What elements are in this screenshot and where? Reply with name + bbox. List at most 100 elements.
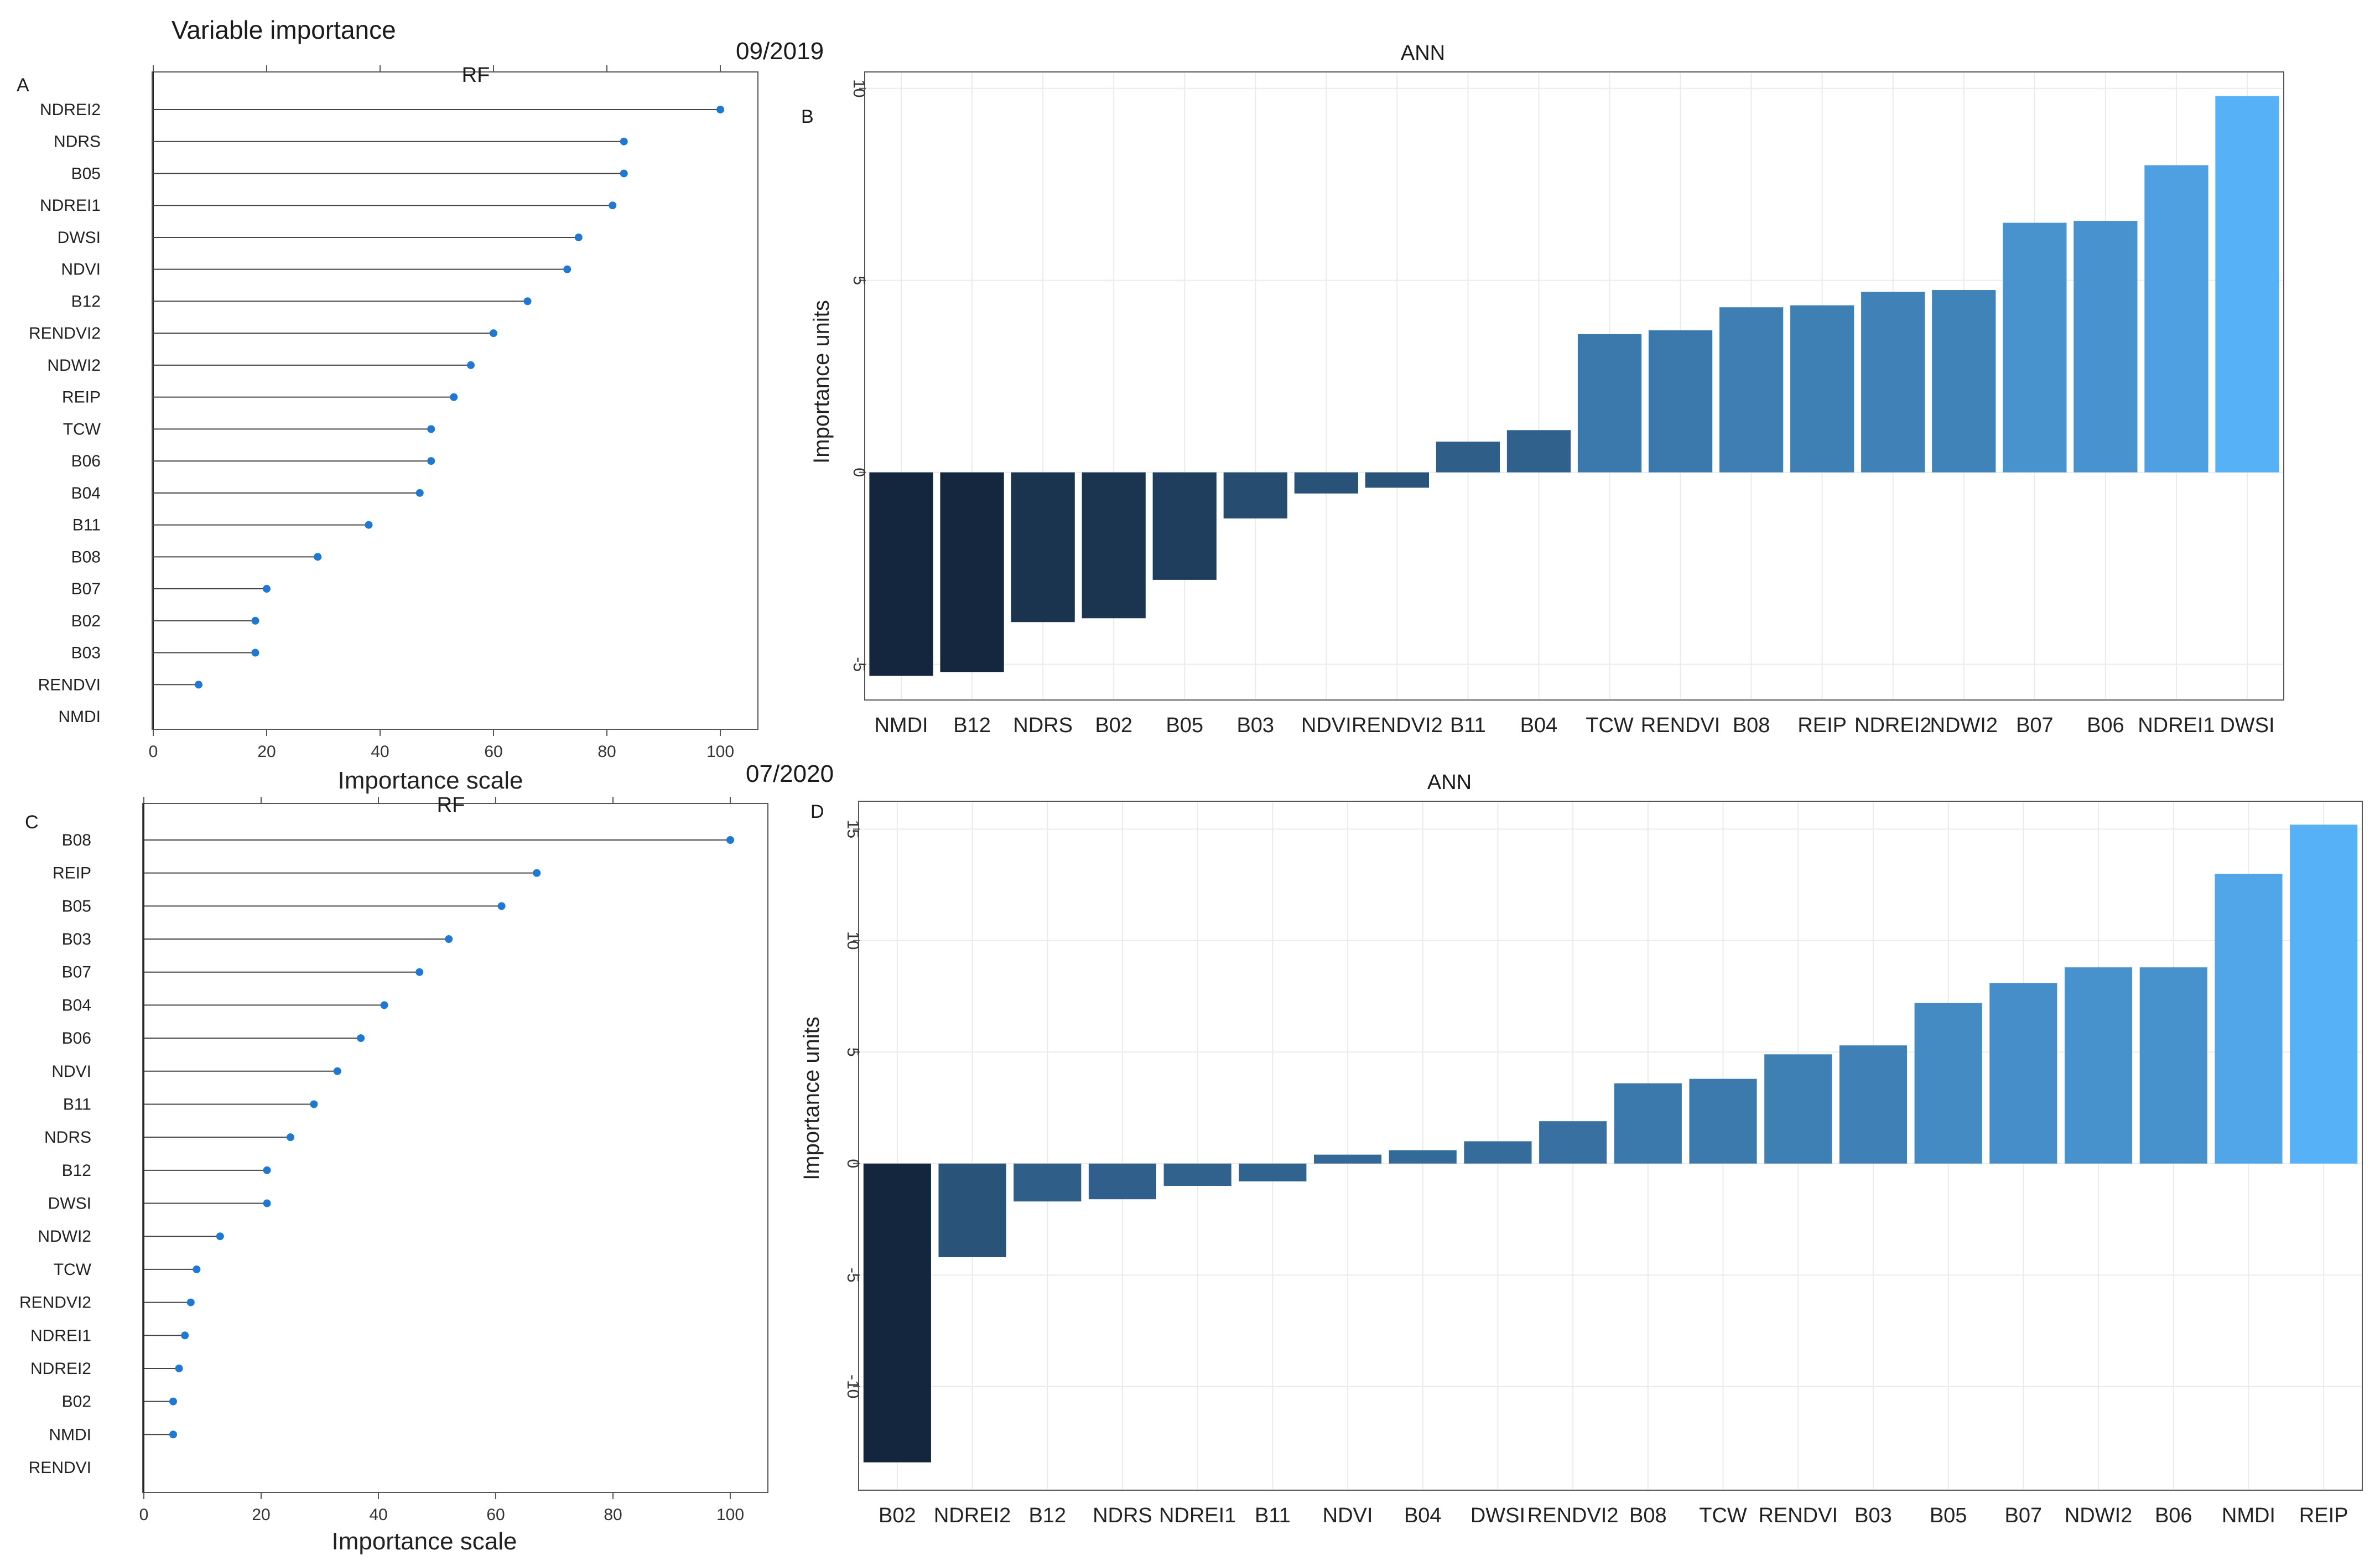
panel-letter-b: B: [801, 106, 814, 127]
panel-d-ylabel: Importance units: [799, 1017, 824, 1180]
bar: [1506, 430, 1571, 473]
category-label: NDVI: [51, 1062, 91, 1081]
category-label: RENDVI: [1758, 1504, 1838, 1527]
lollipop-point: [175, 1364, 183, 1372]
bar: [1239, 1163, 1307, 1181]
category-label: B12: [62, 1161, 91, 1180]
category-label: B11: [1255, 1504, 1291, 1527]
panel-d-frame: [858, 801, 2363, 1491]
lollipop-point: [620, 137, 628, 146]
lollipop-point: [310, 1100, 318, 1108]
category-label: B03: [1854, 1504, 1892, 1527]
category-label: B05: [1930, 1504, 1967, 1527]
lollipop-point: [380, 1001, 388, 1009]
y-tick-label: 0: [844, 1159, 862, 1168]
x-tick-label: 100: [706, 743, 734, 761]
panel-c-lollipops: B08 REIP B05 B03 B07 B04 B06 NDVI B11 NDRS B12 DWSI…: [19, 803, 734, 1492]
panel-a-lollipops: NDREI2 NDRS B05 NDREI1 DWSI NDVI B12 RENDVI2 NDW…: [29, 72, 724, 729]
bar: [2290, 825, 2358, 1164]
category-label: RENDVI2: [19, 1294, 91, 1312]
category-label: NDVI: [61, 261, 101, 279]
panel-a-x-ticks: 0 20 40 60 80 100: [149, 65, 734, 761]
lollipop-point: [415, 968, 424, 976]
category-label: NDREI1: [30, 1326, 91, 1345]
date-2020: 07/2020: [746, 760, 834, 787]
panel-a-title: RF: [462, 64, 490, 87]
category-label: NDWI2: [1930, 714, 1998, 737]
category-label: B03: [1236, 714, 1274, 737]
category-label: B12: [71, 292, 101, 310]
lollipop-point: [333, 1067, 341, 1075]
category-label: B12: [1028, 1504, 1066, 1527]
panel-b-grid: [866, 73, 2283, 699]
bar: [2139, 967, 2207, 1164]
panel-a-rf-2019: RF Importance scale 0 20 40 60 80 100 NDREI2N…: [29, 64, 758, 794]
lollipop-point: [186, 1298, 195, 1306]
panel-letter-d: D: [810, 801, 824, 822]
y-tick-label: 0: [850, 468, 868, 477]
category-label: DWSI: [2220, 714, 2274, 737]
category-label: B07: [2016, 714, 2054, 737]
y-tick-label: 15: [844, 820, 862, 838]
category-label: NDWI2: [47, 356, 101, 375]
lollipop-point: [251, 649, 259, 657]
lollipop-point: [563, 265, 571, 273]
category-label: B02: [879, 1504, 916, 1527]
bar: [2003, 222, 2067, 473]
lollipop-point: [263, 1199, 271, 1207]
category-label: NMDI: [874, 714, 928, 737]
category-label: NDREI2: [40, 101, 101, 119]
category-label: B02: [1095, 714, 1132, 737]
y-tick-label: 5: [844, 1048, 862, 1057]
date-2019: 09/2019: [736, 38, 824, 65]
category-label: B06: [2155, 1504, 2192, 1527]
category-label: TCW: [63, 420, 101, 438]
category-label: NDRS: [54, 133, 101, 151]
category-label: B07: [2005, 1504, 2043, 1527]
bar: [1365, 472, 1429, 488]
panel-b-categories: NMDI B12 NDRS B02 B05 B03 NDVI RENDVI2 B11 B04 TCW…: [874, 714, 2274, 737]
category-label: B08: [1733, 714, 1770, 737]
bar: [1152, 472, 1217, 580]
lollipop-point: [251, 616, 259, 625]
bar: [1932, 290, 1996, 473]
lollipop-point: [533, 869, 541, 877]
lollipop-point: [467, 361, 475, 369]
bar: [2074, 221, 2138, 473]
bar: [940, 472, 1004, 672]
category-label: NDREI2: [1854, 714, 1931, 737]
lollipop-point: [357, 1034, 365, 1043]
category-label: NDREI2: [30, 1360, 91, 1378]
panel-b-bars: [869, 96, 2279, 676]
bar: [869, 472, 933, 676]
category-label: B04: [62, 996, 91, 1014]
category-label: B08: [62, 831, 91, 849]
category-label: B02: [62, 1393, 91, 1411]
category-label: RENDVI: [38, 676, 101, 694]
category-label: NMDI: [49, 1425, 91, 1444]
y-tick-label: -5: [844, 1268, 862, 1283]
bar: [1011, 472, 1075, 623]
category-label: B07: [71, 580, 101, 598]
category-label: RENDVI2: [1527, 1504, 1619, 1527]
bar: [1088, 1163, 1157, 1200]
y-tick-label: -10: [844, 1375, 862, 1398]
x-tick-label: 60: [484, 743, 502, 761]
category-label: B06: [71, 452, 101, 470]
lollipop-point: [263, 585, 271, 593]
bar: [1389, 1150, 1457, 1164]
bar: [1861, 292, 1925, 473]
lollipop-point: [490, 329, 497, 338]
category-label: B12: [953, 714, 991, 737]
y-tick-label: -5: [850, 657, 868, 672]
bar: [1163, 1163, 1231, 1186]
lollipop-point: [415, 489, 424, 497]
panel-b-ann-2019: ANN Importance units -5 0 5 10 NMDI B12 NDRS B…: [809, 42, 2284, 737]
category-label: NDRS: [1013, 714, 1073, 737]
category-label: B07: [62, 963, 91, 982]
bar: [1689, 1078, 1757, 1164]
bar: [1989, 983, 2057, 1164]
lollipop-point: [181, 1331, 189, 1340]
category-label: DWSI: [58, 229, 101, 247]
category-label: NDVI: [1301, 714, 1352, 737]
